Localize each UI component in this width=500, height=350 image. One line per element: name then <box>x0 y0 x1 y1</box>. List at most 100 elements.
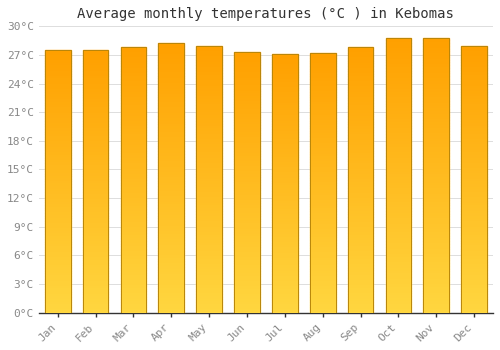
Bar <box>120 63 146 66</box>
Bar <box>386 230 411 233</box>
Bar <box>348 106 374 108</box>
Bar <box>82 237 108 239</box>
Bar <box>462 137 487 140</box>
Bar <box>158 60 184 62</box>
Bar <box>82 69 108 71</box>
Bar <box>386 200 411 203</box>
Bar <box>158 229 184 232</box>
Bar <box>462 68 487 70</box>
Bar <box>462 275 487 278</box>
Bar <box>82 221 108 223</box>
Bar <box>424 203 449 205</box>
Bar <box>82 63 108 66</box>
Bar <box>348 215 374 217</box>
Bar <box>272 204 297 206</box>
Bar <box>120 278 146 281</box>
Bar <box>82 79 108 82</box>
Bar <box>196 206 222 209</box>
Bar <box>234 190 260 193</box>
Bar <box>424 233 449 236</box>
Bar <box>120 172 146 175</box>
Bar <box>310 89 336 92</box>
Bar <box>158 127 184 130</box>
Bar <box>196 147 222 150</box>
Bar <box>45 129 70 132</box>
Bar <box>424 46 449 49</box>
Bar <box>462 121 487 124</box>
Bar <box>462 304 487 307</box>
Bar <box>310 131 336 133</box>
Bar <box>82 134 108 137</box>
Bar <box>234 86 260 89</box>
Bar <box>386 101 411 104</box>
Bar <box>462 251 487 254</box>
Bar <box>196 294 222 297</box>
Bar <box>45 145 70 147</box>
Bar <box>120 299 146 302</box>
Bar <box>234 203 260 206</box>
Bar <box>158 189 184 191</box>
Bar <box>120 267 146 270</box>
Bar <box>386 285 411 288</box>
Bar <box>462 105 487 107</box>
Bar <box>424 271 449 274</box>
Bar <box>386 288 411 290</box>
Bar <box>45 142 70 145</box>
Bar <box>348 92 374 95</box>
Bar <box>462 94 487 97</box>
Bar <box>158 259 184 261</box>
Bar <box>45 268 70 271</box>
Bar <box>158 167 184 170</box>
Bar <box>272 165 297 168</box>
Bar <box>310 219 336 222</box>
Bar <box>386 247 411 250</box>
Bar <box>45 216 70 218</box>
Bar <box>158 92 184 94</box>
Bar <box>462 57 487 60</box>
Bar <box>234 130 260 133</box>
Bar <box>45 176 70 179</box>
Bar <box>310 258 336 261</box>
Bar <box>348 66 374 69</box>
Bar <box>45 184 70 187</box>
Bar <box>424 104 449 106</box>
Bar <box>424 304 449 307</box>
Bar <box>158 159 184 162</box>
Bar <box>386 228 411 230</box>
Bar <box>120 209 146 212</box>
Bar <box>234 175 260 177</box>
Bar <box>310 297 336 300</box>
Bar <box>424 115 449 118</box>
Bar <box>120 275 146 278</box>
Bar <box>348 292 374 294</box>
Bar <box>196 273 222 275</box>
Bar <box>310 162 336 164</box>
Bar <box>158 173 184 175</box>
Bar <box>272 155 297 158</box>
Bar <box>196 302 222 304</box>
Bar <box>120 95 146 98</box>
Bar <box>348 132 374 135</box>
Bar <box>462 299 487 302</box>
Bar <box>462 230 487 233</box>
Bar <box>158 288 184 291</box>
Bar <box>310 276 336 279</box>
Bar <box>45 289 70 292</box>
Bar <box>82 97 108 100</box>
Bar <box>386 49 411 51</box>
Bar <box>158 49 184 51</box>
Bar <box>348 307 374 310</box>
Bar <box>348 249 374 252</box>
Bar <box>196 100 222 102</box>
Bar <box>386 233 411 236</box>
Bar <box>158 299 184 302</box>
Bar <box>120 183 146 185</box>
Bar <box>272 201 297 204</box>
Bar <box>120 262 146 265</box>
Bar <box>158 76 184 78</box>
Bar <box>158 132 184 135</box>
Bar <box>424 62 449 65</box>
Bar <box>310 173 336 175</box>
Bar <box>272 253 297 256</box>
Bar <box>272 243 297 245</box>
